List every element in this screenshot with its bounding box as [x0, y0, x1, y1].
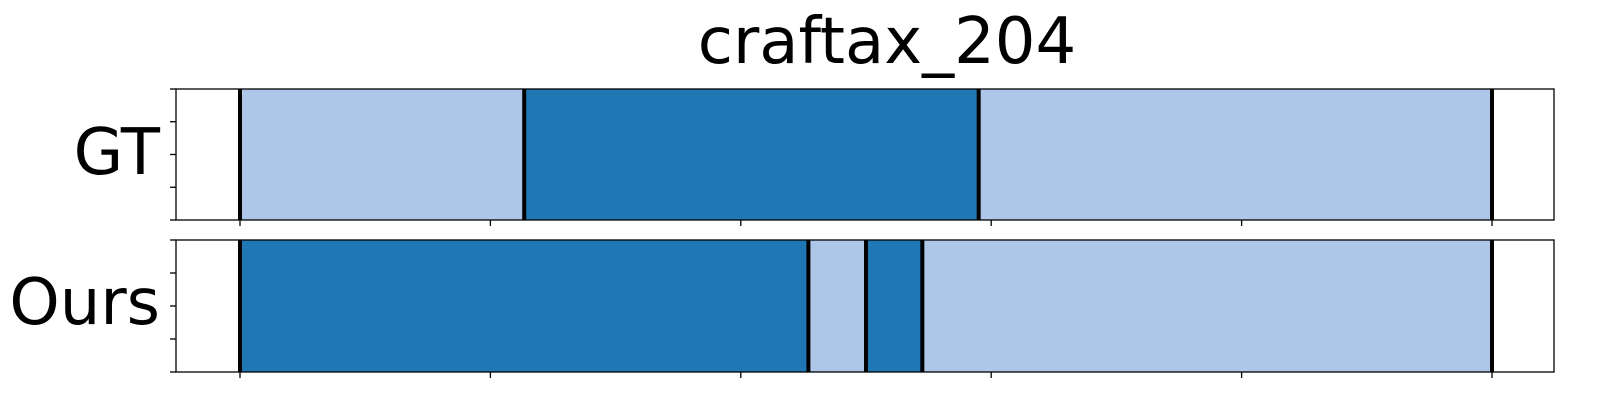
row-label-ours: Ours: [9, 266, 160, 340]
row-label-gt: GT: [73, 116, 160, 190]
segment-ours-0: [240, 240, 809, 372]
segment-ours-1: [808, 240, 866, 372]
segment-gt-0: [240, 89, 525, 220]
segment-ours-3: [922, 240, 1492, 372]
chart-title: craftax_204: [697, 5, 1077, 79]
segment-gt-2: [978, 89, 1492, 220]
segment-gt-1: [524, 89, 979, 220]
segment-ours-2: [866, 240, 923, 372]
